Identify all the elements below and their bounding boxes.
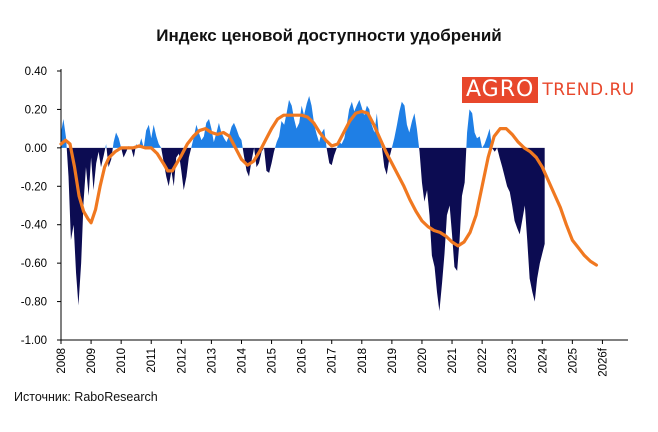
area-series <box>61 95 545 312</box>
trend-line <box>59 109 599 267</box>
x-tick-label: 2012 <box>176 348 188 374</box>
y-tick-label: -0.20 <box>21 181 47 193</box>
logo-part-1: AGRO <box>462 77 539 103</box>
y-tick-label: -0.40 <box>21 220 47 232</box>
x-tick-label: 2014 <box>236 347 248 373</box>
x-tick-label: 2023 <box>507 348 519 374</box>
x-tick-label: 2011 <box>146 348 158 373</box>
logo-part-2: TREND.RU <box>542 80 635 100</box>
x-tick-label: 2008 <box>56 348 68 374</box>
x-tick-label: 2026f <box>597 347 609 377</box>
y-tick-label: 0.00 <box>25 143 47 155</box>
negative-area <box>61 147 545 312</box>
x-tick-label: 2016 <box>297 348 309 374</box>
x-tick-label: 2009 <box>86 348 98 374</box>
x-tick-label: 2017 <box>327 348 339 374</box>
x-tick-label: 2021 <box>447 348 459 374</box>
x-tick-label: 2013 <box>206 348 218 374</box>
x-tick-label: 2024 <box>537 347 549 373</box>
chart-title: Индекс ценовой доступности удобрений <box>156 26 502 45</box>
y-tick-label: 0.20 <box>25 104 47 116</box>
x-tick-label: 2015 <box>267 348 279 374</box>
x-tick-label: 2010 <box>116 348 128 374</box>
source-note: Источник: RaboResearch <box>14 390 158 404</box>
x-tick-label: 2020 <box>417 348 429 374</box>
x-tick-label: 2019 <box>387 348 399 374</box>
y-tick-label: 0.40 <box>25 66 47 78</box>
axes: 0.40 0.20 0.00 -0.20 -0.40 -0.60 -0.80 -1.00 200… <box>21 66 628 377</box>
x-tick-label: 2018 <box>357 348 369 374</box>
positive-area <box>61 95 545 148</box>
agrotrend-logo: AGRO TREND.RU <box>462 77 635 103</box>
y-tick-label: -0.60 <box>21 258 47 270</box>
x-tick-label: 2025 <box>567 348 579 374</box>
y-tick-label: -0.80 <box>21 297 47 309</box>
trend-line-series <box>59 109 599 267</box>
x-tick-label: 2022 <box>477 348 489 374</box>
y-tick-label: -1.00 <box>21 335 47 347</box>
